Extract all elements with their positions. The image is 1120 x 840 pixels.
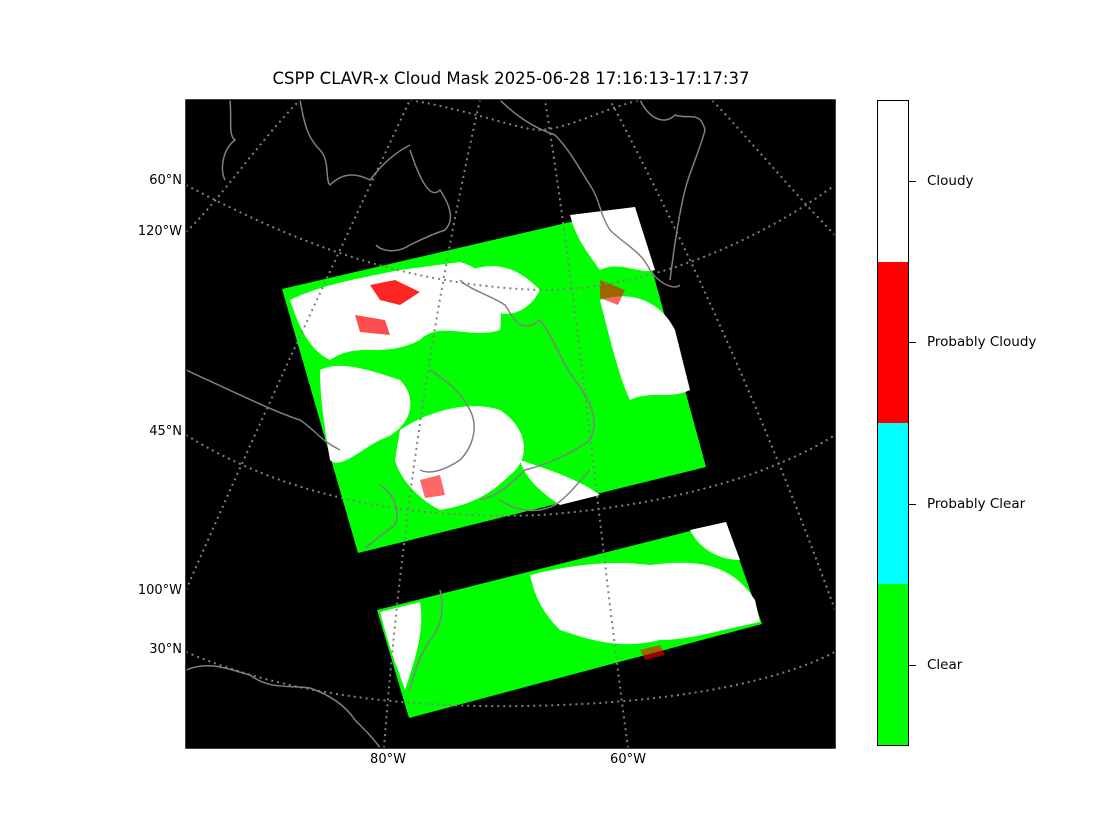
colorbar-segment-clear — [878, 584, 908, 745]
colorbar-segment-cloudy — [878, 101, 908, 262]
colorbar-tick — [909, 181, 916, 182]
colorbar-label-cloudy: Cloudy — [927, 173, 974, 189]
lat-label-30n: 30°N — [149, 642, 182, 657]
graticule — [186, 100, 835, 748]
lon-label-60w: 60°W — [610, 752, 646, 767]
colorbar — [877, 100, 909, 746]
colorbar-tick — [909, 342, 916, 343]
colorbar-label-probably-clear: Probably Clear — [927, 496, 1026, 512]
south-swath — [377, 522, 762, 718]
lat-label-45n: 45°N — [149, 424, 182, 439]
lon-label-120w: 120°W — [137, 224, 182, 239]
colorbar-label-probably-cloudy: Probably Cloudy — [927, 334, 1037, 350]
north-swath — [282, 207, 706, 553]
lon-label-100w: 100°W — [137, 583, 182, 598]
colorbar-label-clear: Clear — [927, 657, 963, 673]
lon-label-80w: 80°W — [370, 752, 406, 767]
colorbar-tick — [909, 504, 916, 505]
lat-label-60n: 60°N — [149, 173, 182, 188]
map-border — [185, 99, 836, 749]
map-title: CSPP CLAVR-x Cloud Mask 2025-06-28 17:16… — [272, 69, 750, 88]
colorbar-tick — [909, 665, 916, 666]
colorbar-segment-probably-clear — [878, 423, 908, 584]
colorbar-segment-probably-cloudy — [878, 262, 908, 423]
coastlines — [186, 100, 706, 748]
